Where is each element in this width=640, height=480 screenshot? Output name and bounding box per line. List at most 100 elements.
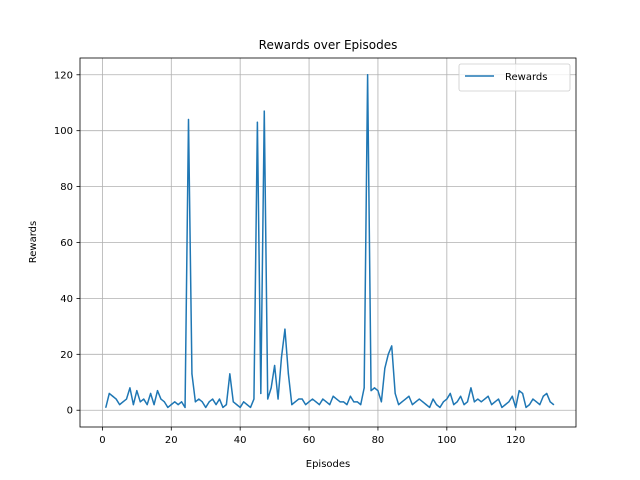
data-point (373, 387, 376, 389)
y-tick-label: 40 (60, 294, 73, 305)
data-point (511, 395, 513, 397)
data-point (112, 395, 114, 397)
y-tick-label: 120 (54, 70, 73, 81)
data-point (305, 404, 307, 406)
data-point (249, 406, 252, 409)
data-point (415, 401, 417, 403)
data-point (291, 404, 293, 406)
x-tick-label: 120 (506, 435, 525, 446)
data-point (360, 404, 362, 406)
data-point (181, 401, 183, 403)
x-tick-label: 80 (372, 435, 385, 446)
data-point (384, 367, 386, 369)
data-point (425, 404, 427, 406)
legend-label-rewards: Rewards (505, 72, 547, 83)
data-point (408, 395, 410, 397)
data-point (522, 392, 524, 395)
data-point (160, 398, 162, 400)
data-point (466, 401, 469, 403)
x-tick-label: 40 (234, 435, 247, 446)
data-point (463, 404, 465, 406)
data-point (263, 110, 265, 112)
data-point (125, 398, 128, 400)
series-line-rewards (105, 74, 555, 409)
data-point (139, 401, 141, 403)
data-point (294, 401, 296, 403)
data-point (470, 387, 472, 389)
data-point (453, 404, 455, 406)
data-point (401, 401, 403, 403)
x-tick-label: 0 (99, 435, 105, 446)
data-point (198, 398, 200, 400)
x-axis-label: Episodes (306, 459, 350, 470)
data-point (194, 401, 196, 403)
data-point (132, 404, 134, 406)
data-point (501, 406, 503, 409)
data-point (191, 373, 193, 375)
data-point (377, 390, 379, 392)
data-point (553, 404, 555, 406)
data-point (508, 401, 510, 403)
data-point (253, 398, 255, 400)
data-point (280, 356, 283, 358)
data-point (532, 398, 534, 400)
data-point (422, 401, 424, 403)
data-point (129, 387, 131, 389)
data-point (391, 345, 393, 347)
data-point (170, 404, 172, 406)
data-point (274, 364, 276, 367)
data-point (346, 404, 348, 406)
data-point (460, 395, 462, 397)
data-point (105, 406, 107, 409)
data-point (329, 404, 331, 406)
data-point (387, 353, 389, 355)
x-tick-label: 60 (303, 435, 316, 446)
data-point (315, 401, 317, 403)
data-point (528, 404, 531, 406)
data-point (167, 406, 169, 409)
data-point (353, 401, 355, 403)
data-point (174, 401, 176, 403)
data-point (363, 387, 365, 389)
grid-lines (80, 58, 576, 427)
data-point (246, 404, 248, 406)
data-point (367, 74, 369, 76)
data-point (187, 118, 190, 121)
data-point (456, 401, 458, 403)
data-point (429, 406, 431, 409)
data-point (225, 404, 227, 406)
x-tick-label: 100 (437, 435, 456, 446)
y-tick-label: 100 (54, 126, 73, 137)
y-tick-label: 0 (67, 406, 73, 417)
data-point (442, 401, 444, 403)
data-point (487, 395, 489, 397)
data-point (298, 398, 300, 400)
data-point (504, 404, 506, 406)
data-point (497, 398, 500, 400)
data-point (218, 398, 221, 400)
data-point (177, 404, 179, 406)
data-point (549, 401, 551, 403)
data-point (311, 398, 314, 400)
data-point (370, 390, 372, 392)
data-point (318, 404, 320, 406)
data-point (418, 398, 420, 400)
data-point (473, 401, 475, 403)
data-point (115, 398, 117, 400)
x-tick-label: 20 (165, 435, 178, 446)
data-point (122, 401, 124, 403)
data-point (380, 401, 382, 403)
legend: Rewards (458, 63, 571, 92)
data-point (150, 392, 152, 395)
data-point (446, 398, 448, 400)
x-axis: 0 20 40 60 80 100 120 (99, 427, 525, 446)
y-axis: 0 20 40 60 80 100 120 (54, 70, 80, 417)
data-point (336, 398, 338, 400)
data-point (301, 398, 303, 400)
series-layer (105, 74, 555, 409)
data-point (136, 390, 138, 392)
data-point (539, 404, 541, 406)
data-point (411, 404, 413, 406)
